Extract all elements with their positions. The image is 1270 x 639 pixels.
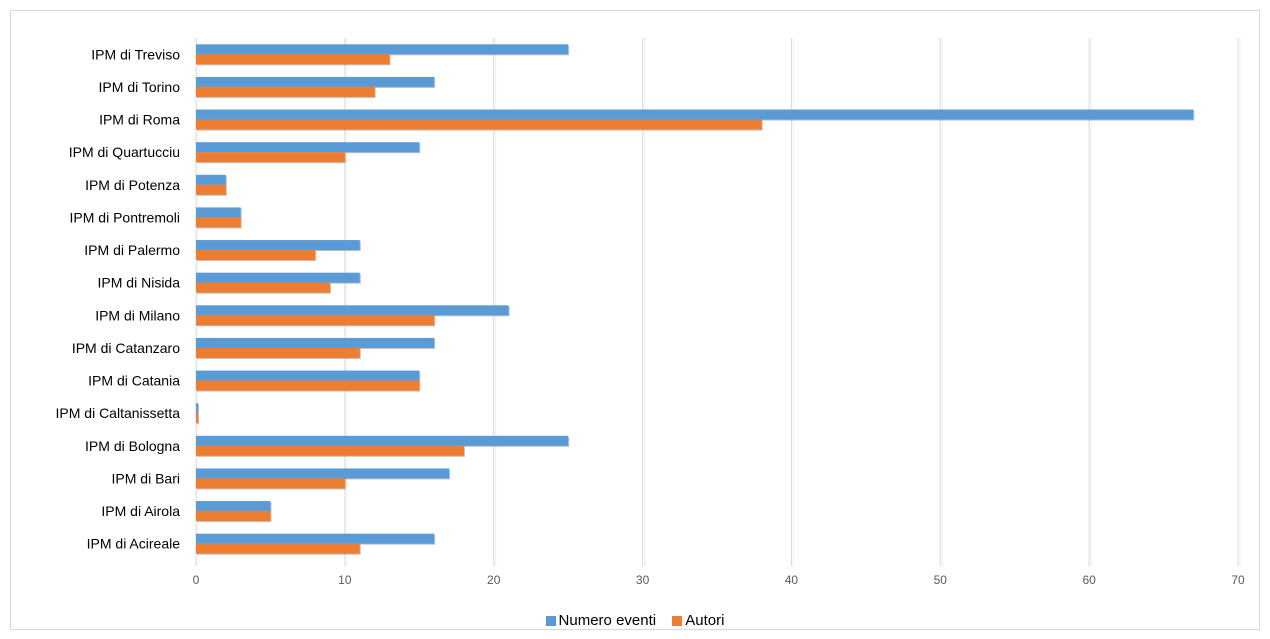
bar-autori-2 xyxy=(196,119,762,130)
legend: Numero eventi Autori xyxy=(0,612,1270,630)
bar-chart: 0 10 20 30 40 50 60 70 IPM di Treviso IPM di Tori… xyxy=(56,38,1245,587)
category-label-0: IPM di Treviso xyxy=(91,46,180,62)
legend-swatch-autori xyxy=(672,615,683,626)
x-tick-label-70: 70 xyxy=(1231,573,1245,587)
bar-numero-eventi-11 xyxy=(196,403,198,414)
category-label-5: IPM di Pontremoli xyxy=(70,209,180,225)
category-label-14: IPM di Airola xyxy=(101,503,180,519)
bar-autori-10 xyxy=(196,380,420,391)
x-tick-label-0: 0 xyxy=(193,573,200,587)
bar-numero-eventi-15 xyxy=(196,533,435,544)
category-label-6: IPM di Palermo xyxy=(84,242,180,258)
bar-autori-15 xyxy=(196,543,360,554)
bar-autori-5 xyxy=(196,217,241,228)
legend-item-numero-eventi: Numero eventi xyxy=(545,612,657,629)
category-label-2: IPM di Roma xyxy=(99,112,180,128)
category-label-13: IPM di Bari xyxy=(112,470,180,486)
bar-numero-eventi-5 xyxy=(196,207,241,218)
bar-autori-0 xyxy=(196,54,390,65)
bar-numero-eventi-10 xyxy=(196,370,420,381)
category-label-3: IPM di Quartucciu xyxy=(69,144,180,160)
x-tick-label-20: 20 xyxy=(487,573,501,587)
bar-numero-eventi-8 xyxy=(196,305,509,316)
bar-numero-eventi-7 xyxy=(196,272,360,283)
category-label-11: IPM di Caltanissetta xyxy=(56,405,181,421)
category-label-8: IPM di Milano xyxy=(95,307,180,323)
category-label-9: IPM di Catanzaro xyxy=(72,340,180,356)
x-tick-label-40: 40 xyxy=(785,573,799,587)
bar-numero-eventi-12 xyxy=(196,435,569,446)
bar-autori-8 xyxy=(196,315,435,326)
x-tick-label-50: 50 xyxy=(934,573,948,587)
bar-autori-6 xyxy=(196,250,316,261)
bar-numero-eventi-13 xyxy=(196,468,450,479)
bar-autori-13 xyxy=(196,478,345,489)
bar-numero-eventi-9 xyxy=(196,337,435,348)
bar-numero-eventi-2 xyxy=(196,109,1194,120)
bar-numero-eventi-6 xyxy=(196,240,360,251)
category-label-12: IPM di Bologna xyxy=(85,438,180,454)
category-label-4: IPM di Potenza xyxy=(85,177,180,193)
category-label-1: IPM di Torino xyxy=(99,79,181,95)
bar-autori-4 xyxy=(196,184,226,195)
category-label-10: IPM di Catania xyxy=(88,373,180,389)
bar-autori-12 xyxy=(196,445,464,456)
x-tick-label-10: 10 xyxy=(338,573,352,587)
x-tick-label-60: 60 xyxy=(1082,573,1096,587)
legend-swatch-numero-eventi xyxy=(545,615,556,626)
bar-autori-14 xyxy=(196,511,271,522)
bar-numero-eventi-3 xyxy=(196,142,420,153)
bar-autori-1 xyxy=(196,86,375,97)
x-tick-label-30: 30 xyxy=(636,573,650,587)
legend-item-autori: Autori xyxy=(672,612,724,629)
bar-numero-eventi-4 xyxy=(196,174,226,185)
category-label-7: IPM di Nisida xyxy=(98,275,181,291)
bar-autori-11 xyxy=(196,413,198,424)
bar-autori-7 xyxy=(196,282,330,293)
bar-autori-9 xyxy=(196,347,360,358)
legend-label-numero-eventi: Numero eventi xyxy=(558,612,657,629)
bar-numero-eventi-0 xyxy=(196,44,569,55)
bar-numero-eventi-1 xyxy=(196,76,435,87)
category-label-15: IPM di Acireale xyxy=(87,536,181,552)
bar-numero-eventi-14 xyxy=(196,501,271,512)
legend-label-autori: Autori xyxy=(685,612,725,629)
bar-autori-3 xyxy=(196,152,345,163)
